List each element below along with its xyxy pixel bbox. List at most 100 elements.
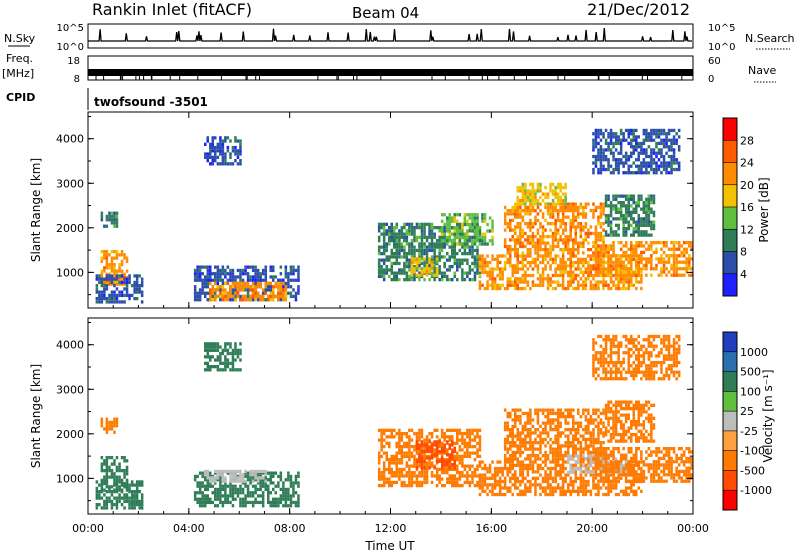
scatter-cell — [380, 268, 383, 272]
scatter-cell — [503, 264, 507, 268]
scatter-cell — [229, 481, 232, 485]
scatter-cell — [256, 469, 260, 474]
scatter-cell — [377, 268, 381, 272]
scatter-cell — [110, 469, 114, 473]
scatter-cell — [503, 205, 507, 210]
scatter-cell — [395, 432, 399, 436]
scatter-cell — [440, 239, 444, 243]
scatter-cell — [524, 434, 527, 438]
scatter-cell — [509, 428, 512, 432]
scatter-cell — [524, 486, 527, 490]
scatter-cell — [622, 154, 625, 159]
scatter-cell — [100, 256, 104, 260]
scatter-cell — [279, 500, 283, 505]
scatter-cell — [561, 202, 565, 206]
scatter-cell — [519, 231, 522, 236]
scatter-cell — [574, 231, 578, 236]
scatter-cell — [140, 483, 144, 487]
scatter-cell — [418, 257, 421, 261]
scatter-cell — [511, 238, 515, 242]
scatter-cell — [473, 435, 477, 439]
scatter-cell — [204, 368, 207, 372]
scatter-cell — [599, 254, 603, 258]
scatter-cell — [206, 348, 210, 352]
scatter-cell — [224, 497, 227, 501]
scatter-cell — [226, 342, 230, 346]
scatter-cell — [534, 457, 537, 461]
scatter-cell — [224, 476, 227, 480]
scatter-cell — [382, 261, 386, 266]
scatter-cell — [118, 465, 121, 469]
scatter-cell — [521, 444, 525, 448]
scatter-cell — [458, 484, 462, 488]
scatter-cell — [423, 474, 426, 478]
scatter-cell — [466, 435, 469, 439]
scatter-cell — [572, 225, 575, 229]
scatter-cell — [650, 257, 653, 261]
scatter-cell — [647, 164, 651, 168]
scatter-cell — [511, 270, 515, 274]
scatter-cell — [619, 201, 623, 205]
scatter-cell — [635, 257, 638, 261]
scatter-cell — [584, 486, 588, 490]
scatter-cell — [277, 298, 280, 302]
scatter-cell — [672, 158, 676, 162]
scatter-cell — [113, 462, 116, 466]
scatter-cell — [531, 231, 535, 236]
scatter-cell — [619, 254, 623, 258]
scatter-cell — [400, 445, 404, 449]
scatter-cell — [125, 280, 129, 285]
scatter-cell — [448, 474, 452, 478]
scatter-cell — [403, 252, 406, 256]
scatter-cell — [206, 355, 210, 359]
scatter-cell — [461, 471, 464, 475]
scatter-cell — [551, 466, 555, 471]
scatter-cell — [491, 283, 494, 287]
scatter-cell — [433, 466, 436, 470]
scatter-cell — [128, 293, 131, 298]
scatter-cell — [519, 434, 522, 438]
scatter-cell — [536, 244, 540, 249]
scatter-cell — [443, 239, 446, 243]
scatter-cell — [393, 242, 396, 246]
scatter-cell — [627, 247, 631, 251]
scatter-cell — [461, 258, 464, 262]
scatter-cell — [546, 283, 550, 287]
scatter-cell — [627, 194, 631, 198]
scatter-cell — [569, 238, 573, 242]
scatter-cell — [511, 454, 515, 458]
scatter-cell — [420, 270, 424, 274]
scatter-cell — [267, 298, 270, 302]
scatter-cell — [435, 467, 439, 472]
scatter-cell — [244, 294, 247, 299]
scatter-cell — [451, 480, 454, 485]
scatter-cell — [496, 483, 499, 487]
scatter-cell — [619, 145, 623, 149]
scatter-cell — [546, 195, 550, 200]
scatter-cell — [193, 497, 197, 501]
scatter-cell — [577, 264, 580, 268]
scatter-cell — [204, 494, 207, 498]
scatter-cell — [652, 210, 656, 214]
scatter-cell — [506, 441, 510, 445]
scatter-cell — [125, 480, 129, 484]
scatter-cell — [516, 248, 520, 252]
scatter-cell — [415, 222, 419, 226]
scatter-cell — [478, 438, 482, 442]
scatter-cell — [269, 504, 273, 508]
scatter-cell — [400, 226, 404, 230]
scatter-cell — [630, 277, 633, 281]
scatter-cell — [451, 477, 454, 481]
scatter-cell — [211, 139, 215, 143]
scatter-cell — [216, 368, 220, 372]
scatter-cell — [425, 261, 429, 266]
scatter-cell — [577, 241, 580, 245]
scatter-cell — [524, 411, 527, 416]
scatter-cell — [405, 274, 409, 279]
scatter-cell — [655, 154, 658, 159]
scatter-cell — [483, 489, 487, 493]
scatter-cell — [632, 220, 636, 224]
scatter-cell — [635, 171, 638, 175]
scatter-cell — [440, 477, 444, 481]
scatter-cell — [236, 351, 240, 356]
